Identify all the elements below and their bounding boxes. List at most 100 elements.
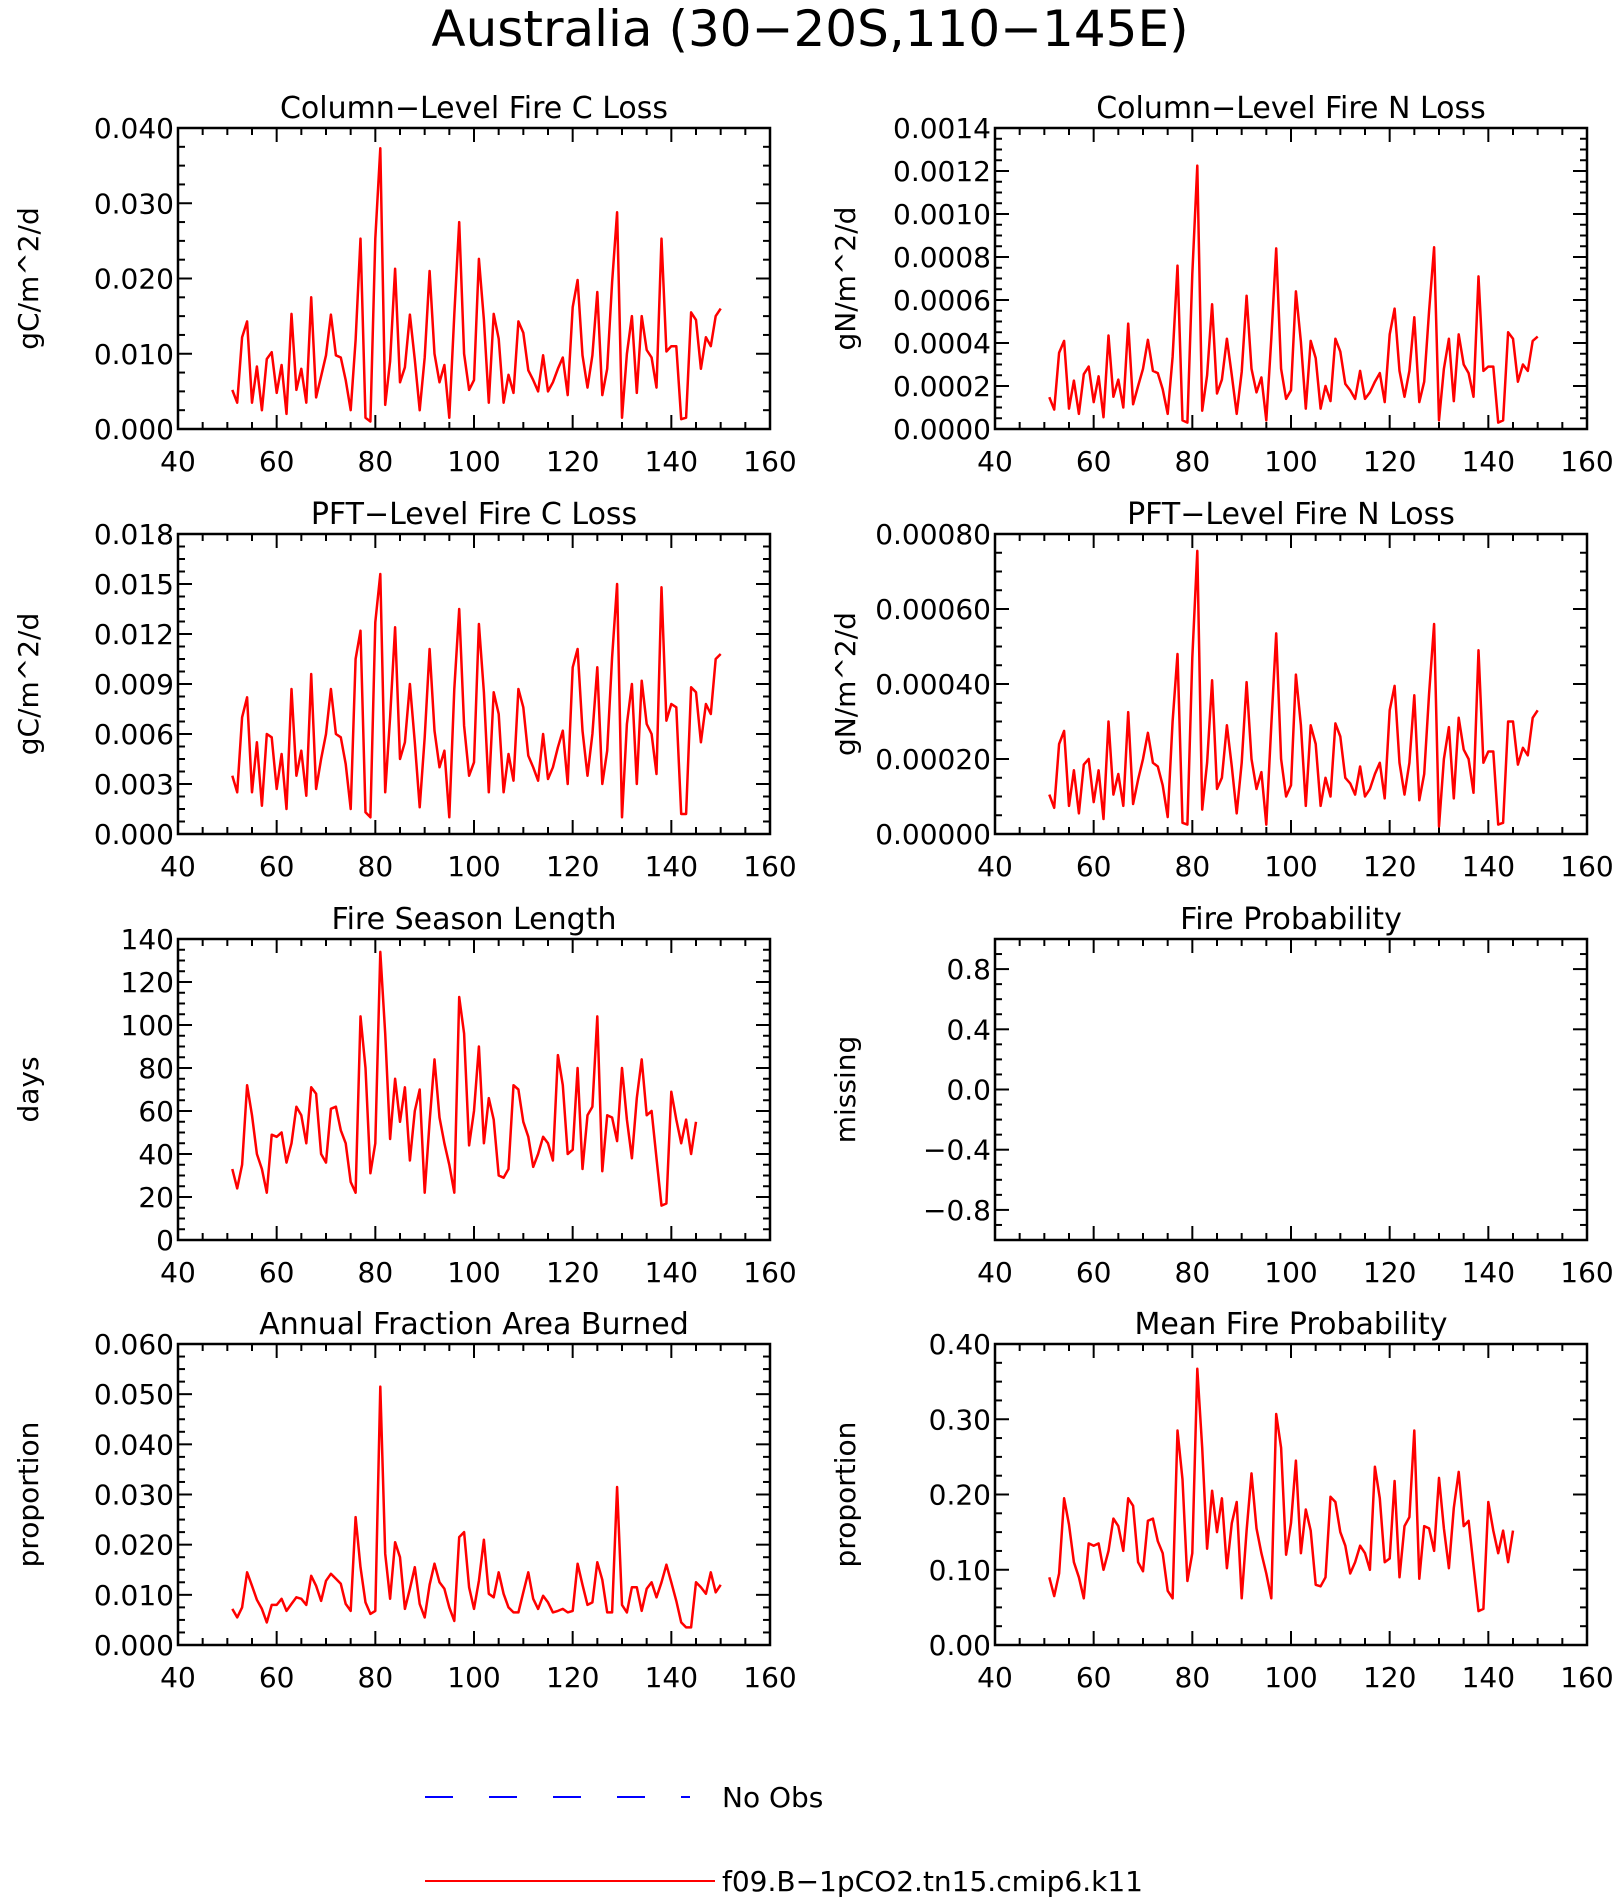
panel-title: PFT−Level Fire C Loss [311,497,637,532]
y-tick-label: 0.0012 [893,155,991,188]
x-tick-label: 140 [645,850,698,883]
y-tick-label: 0.020 [94,263,174,296]
y-tick-label: 40 [138,1138,174,1171]
x-tick-label: 100 [447,445,500,478]
y-tick-label: 0.000 [94,818,174,851]
x-tick-label: 40 [160,850,196,883]
chart-panel-8: Mean Fire Probability proportion 40 60 80 100… [829,1307,1614,1694]
y-tick-label: −0.8 [923,1194,991,1227]
y-tick-label: 0.00000 [875,818,991,851]
x-tick-label: 80 [358,1256,394,1289]
x-tick-label: 120 [546,1256,599,1289]
x-tick-label: 80 [1175,1661,1211,1694]
x-tick-label: 80 [358,850,394,883]
x-tick-label: 100 [447,1661,500,1694]
x-tick-label: 160 [743,1661,796,1694]
y-tick-label: 0.0008 [893,241,991,274]
x-tick-label: 120 [1363,1256,1416,1289]
y-tick-label: 0.00040 [875,668,991,701]
y-tick-label: 0.030 [94,187,174,220]
x-tick-label: 60 [259,1661,295,1694]
y-tick-label: 20 [138,1181,174,1214]
x-tick-label: 60 [259,1256,295,1289]
y-tick-label: 0.020 [94,1529,174,1562]
plot-frame [993,532,1589,836]
x-tick-label: 140 [1462,445,1515,478]
x-tick-label: 140 [645,1661,698,1694]
y-tick-label: 0.040 [94,1428,174,1461]
y-axis-label: days [12,1056,45,1122]
x-tick-label: 40 [977,445,1013,478]
x-tick-label: 160 [1560,445,1613,478]
series-line [1048,549,1539,828]
y-tick-label: 0 [156,1224,174,1257]
y-axis-label: proportion [12,1422,45,1568]
y-tick-label: 100 [121,1009,174,1042]
y-tick-label: 0.000 [94,413,174,446]
panel-title: Annual Fraction Area Burned [259,1307,689,1342]
y-tick-label: 0.00020 [875,743,991,776]
x-tick-label: 40 [160,1661,196,1694]
y-tick-label: −0.4 [923,1134,991,1167]
x-tick-label: 100 [1264,445,1317,478]
y-tick-label: 0.0 [946,1074,991,1107]
y-tick-label: 0.0004 [893,327,991,360]
y-tick-label: 140 [121,923,174,956]
x-tick-label: 120 [546,1661,599,1694]
y-tick-label: 0.006 [94,718,174,751]
panel-title: PFT−Level Fire N Loss [1127,497,1455,532]
plot-frame [993,126,1589,431]
y-tick-label: 0.0002 [893,370,991,403]
panel-title: Column−Level Fire N Loss [1096,91,1486,126]
y-tick-label: 0.00060 [875,593,991,626]
y-tick-label: 0.009 [94,668,174,701]
panel-title: Mean Fire Probability [1135,1307,1448,1342]
series-line [1048,164,1539,424]
series-line [1048,1367,1515,1613]
x-tick-label: 80 [358,1661,394,1694]
x-tick-label: 40 [977,1661,1013,1694]
y-tick-label: 0.060 [94,1328,174,1361]
x-tick-label: 120 [546,445,599,478]
chart-panel-1: Column−Level Fire C Loss gC/m^2/d 40 60 80 10… [12,91,797,478]
x-tick-label: 160 [743,1256,796,1289]
x-tick-label: 160 [1560,850,1613,883]
x-tick-label: 40 [160,445,196,478]
panel-title: Column−Level Fire C Loss [280,91,668,126]
chart-panel-5: Fire Season Length days 40 60 80 100 120 140 160… [12,902,797,1289]
x-tick-label: 140 [645,1256,698,1289]
x-tick-label: 60 [1076,850,1112,883]
y-tick-label: 0.003 [94,768,174,801]
y-tick-label: 0.050 [94,1378,174,1411]
x-tick-label: 40 [977,850,1013,883]
plot-frame [993,1342,1589,1647]
figure-title: Australia (30−20S,110−145E) [431,0,1188,58]
x-tick-label: 60 [259,445,295,478]
x-tick-label: 120 [1363,445,1416,478]
legend-obs-label: No Obs [722,1781,823,1814]
x-tick-label: 40 [160,1256,196,1289]
y-tick-label: 0.0014 [893,112,991,145]
panels: Column−Level Fire C Loss gC/m^2/d 40 60 80 10… [12,91,1614,1694]
y-tick-label: 0.040 [94,112,174,145]
legend-model-label: f09.B−1pCO2.tn15.cmip6.k11 [722,1865,1143,1898]
x-tick-label: 80 [1175,850,1211,883]
chart-panel-7: Annual Fraction Area Burned proportion 40 6… [12,1307,797,1694]
panel-title: Fire Probability [1180,902,1402,937]
y-tick-label: 0.00080 [875,518,991,551]
y-axis-label: gN/m^2/d [829,207,862,351]
y-tick-label: 120 [121,966,174,999]
y-tick-label: 0.8 [946,953,991,986]
chart-panel-3: PFT−Level Fire C Loss gC/m^2/d 40 60 80 100 12… [12,497,797,883]
x-tick-label: 80 [358,445,394,478]
x-tick-label: 140 [1462,850,1515,883]
x-tick-label: 100 [447,850,500,883]
x-tick-label: 140 [645,445,698,478]
y-tick-label: 0.4 [946,1013,991,1046]
y-tick-label: 0.10 [929,1554,991,1587]
x-tick-label: 100 [447,1256,500,1289]
legend: No Obs f09.B−1pCO2.tn15.cmip6.k11 [425,1781,1143,1898]
series-line [231,950,698,1207]
plot-frame [993,937,1589,1242]
